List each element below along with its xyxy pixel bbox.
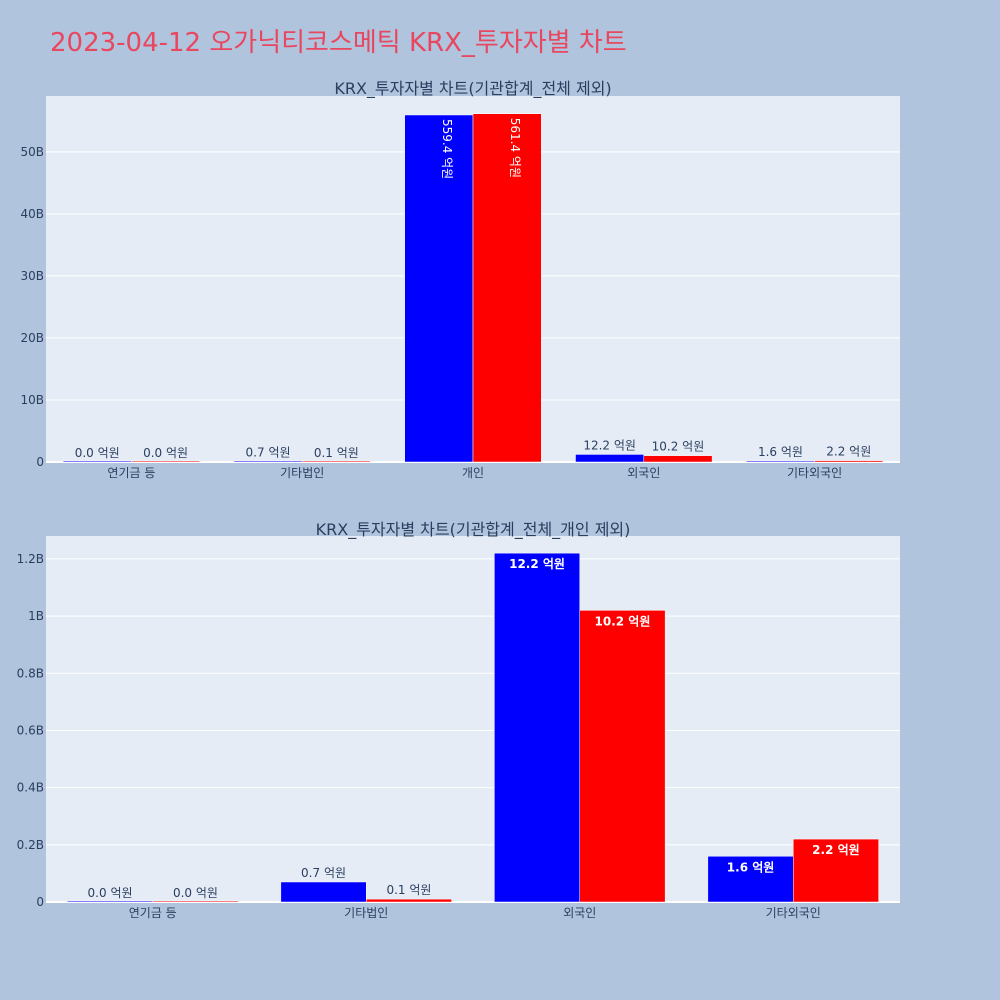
data-label: 0.0 억원 bbox=[143, 446, 188, 460]
data-label: 0.1 억원 bbox=[386, 883, 431, 897]
bar bbox=[707, 856, 794, 903]
data-label: 559.4 억원 bbox=[440, 119, 454, 179]
x-tick-label: 연기금 등 bbox=[129, 906, 177, 920]
data-label: 0.0 억원 bbox=[173, 886, 218, 900]
bar bbox=[301, 460, 371, 463]
data-label: 0.1 억원 bbox=[314, 446, 359, 460]
bar bbox=[152, 900, 239, 903]
data-label: 561.4 억원 bbox=[508, 118, 522, 178]
investor-chart-2: 0 0.2B 0.4B 0.6B 0.8B 1B 1.2B KRX_투자자별 차트(기관합계_… bbox=[17, 520, 900, 920]
data-label: 10.2 억원 bbox=[595, 614, 651, 628]
x-tick-label: 기타외국인 bbox=[766, 906, 821, 920]
plot-area bbox=[46, 536, 900, 902]
bar bbox=[280, 881, 367, 903]
y-tick-label: 10B bbox=[20, 393, 44, 407]
y-tick-label: 0.2B bbox=[17, 838, 44, 852]
bar bbox=[793, 838, 879, 903]
x-tick-label: 외국인 bbox=[627, 466, 660, 480]
y-tick-label: 50B bbox=[20, 145, 44, 159]
y-tick-label: 20B bbox=[20, 331, 44, 345]
chart-title: KRX_투자자별 차트(기관합계_전체_개인 제외) bbox=[316, 520, 631, 540]
data-label: 0.0 억원 bbox=[75, 446, 120, 460]
data-label: 2.2 억원 bbox=[826, 445, 871, 459]
y-tick-label: 30B bbox=[20, 269, 44, 283]
y-tick-label: 1B bbox=[28, 609, 44, 623]
y-tick-label: 0 bbox=[36, 455, 44, 469]
investor-chart-1: 0 10B 20B 30B 40B 50B KRX_투자자별 차트(기관합계_전체 제외) 연… bbox=[20, 79, 900, 480]
x-tick-label: 기타법인 bbox=[344, 906, 388, 920]
x-tick-label: 개인 bbox=[462, 466, 484, 480]
bar bbox=[404, 114, 474, 463]
bar bbox=[643, 455, 713, 463]
bar bbox=[472, 113, 542, 463]
bar bbox=[366, 898, 452, 903]
data-label: 2.2 억원 bbox=[812, 843, 860, 857]
bar bbox=[579, 610, 666, 903]
y-tick-label: 1.2B bbox=[17, 552, 44, 566]
y-tick-label: 0 bbox=[36, 895, 44, 909]
page-title: 2023-04-12 오가닉티코스메틱 KRX_투자자별 차트 bbox=[50, 28, 627, 58]
x-tick-label: 기타외국인 bbox=[787, 466, 842, 480]
x-tick-label: 기타법인 bbox=[280, 466, 324, 480]
data-label: 12.2 억원 bbox=[509, 557, 565, 571]
data-label: 10.2 억원 bbox=[652, 440, 705, 454]
bar bbox=[67, 900, 153, 903]
data-label: 1.6 억원 bbox=[758, 445, 803, 459]
data-label: 0.0 억원 bbox=[88, 886, 133, 900]
data-label: 1.6 억원 bbox=[727, 860, 775, 874]
bar bbox=[131, 460, 200, 463]
bar bbox=[814, 460, 884, 463]
y-tick-label: 0.6B bbox=[17, 723, 44, 737]
y-tick-label: 0.8B bbox=[17, 666, 44, 680]
x-tick-label: 외국인 bbox=[563, 906, 596, 920]
y-tick-label: 0.4B bbox=[17, 781, 44, 795]
data-label: 0.7 억원 bbox=[246, 446, 291, 460]
data-label: 0.7 억원 bbox=[301, 866, 346, 880]
chart-title: KRX_투자자별 차트(기관합계_전체 제외) bbox=[334, 79, 611, 99]
x-tick-label: 연기금 등 bbox=[107, 466, 155, 480]
y-tick-label: 40B bbox=[20, 207, 44, 221]
bar bbox=[494, 552, 581, 903]
data-label: 12.2 억원 bbox=[583, 438, 636, 452]
